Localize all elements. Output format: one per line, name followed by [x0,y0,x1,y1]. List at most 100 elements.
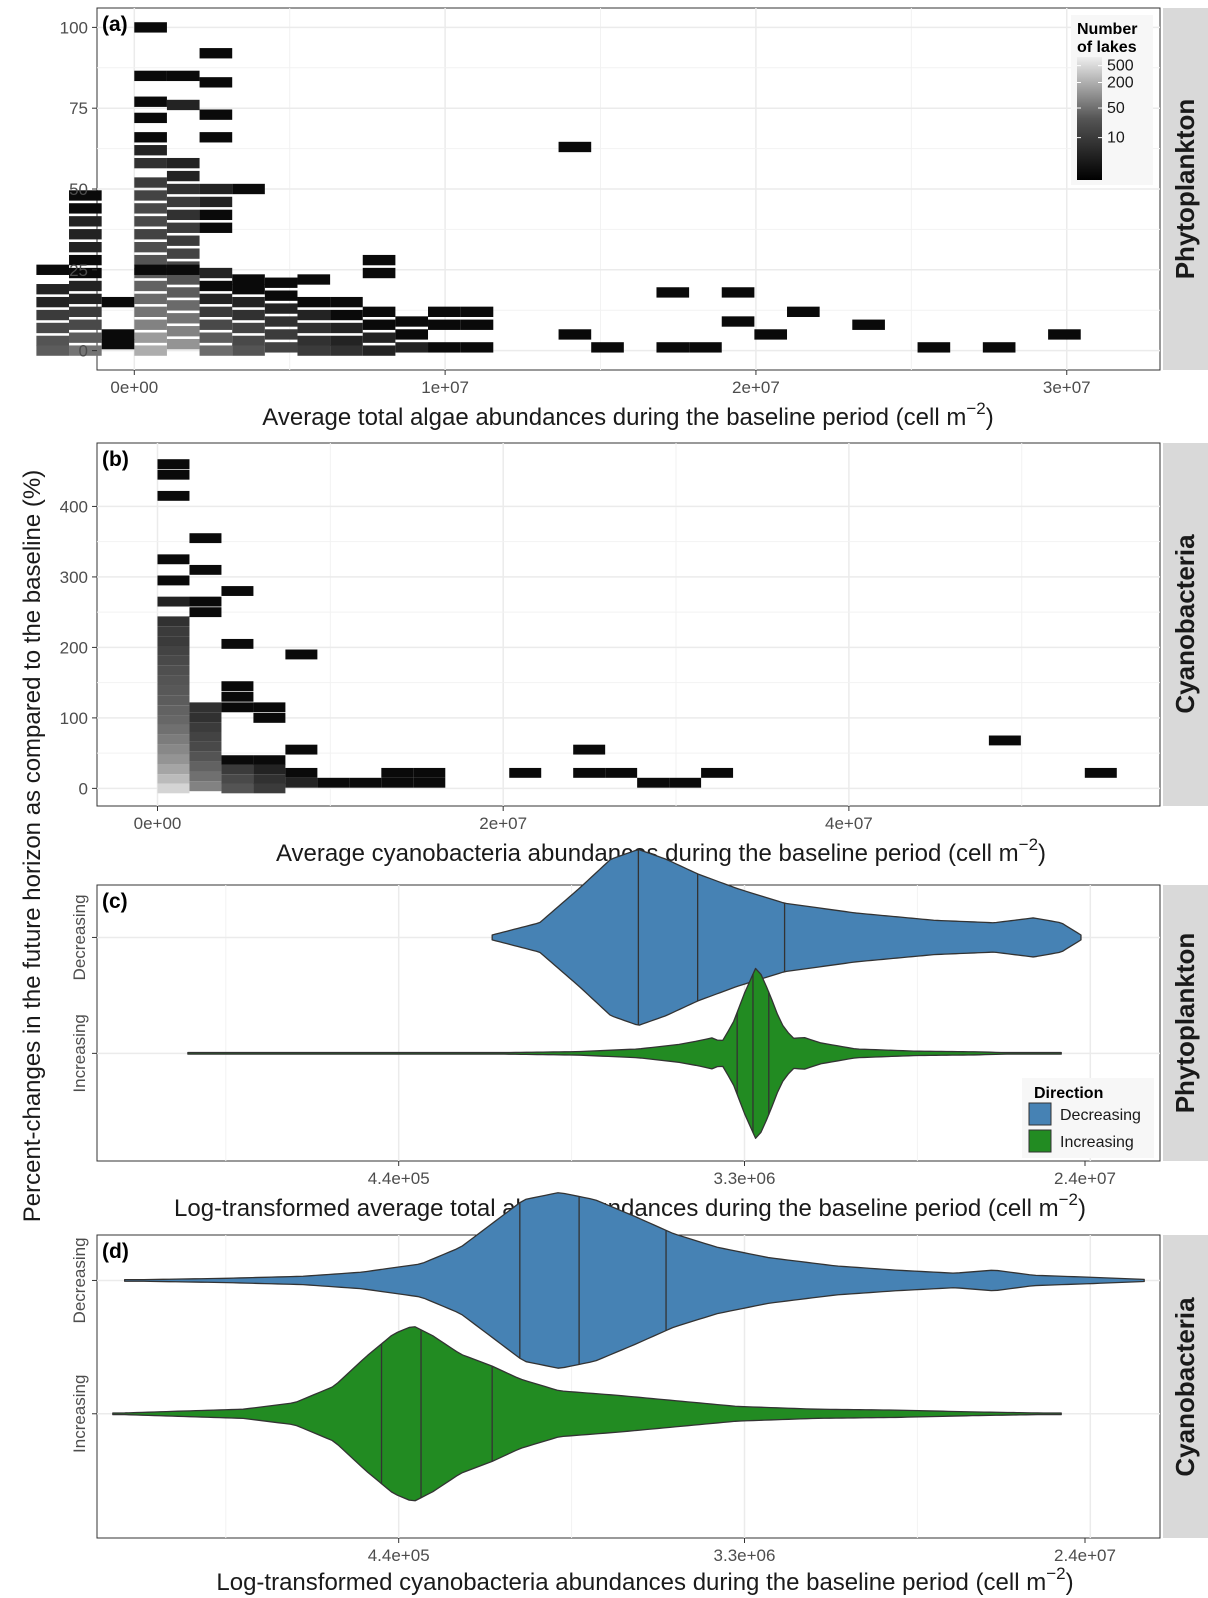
heatmap-cell [330,309,363,321]
heatmap-cell [166,183,200,195]
heatmap-cell [221,774,254,785]
heatmap-cell [134,293,167,305]
heatmap-cell [221,638,254,649]
heatmap-cell [1084,767,1117,778]
heatmap-cell [166,235,200,246]
heatmap-cell [982,342,1016,353]
x-tick-label: 4.4e+05 [368,1169,430,1188]
heatmap-cell [134,22,167,33]
x-tick-label: 3.3e+06 [714,1546,776,1565]
heatmap-cell [189,741,222,752]
heatmap-cell [558,141,592,153]
legend-break-label: 200 [1107,75,1134,92]
heatmap-cell [134,157,167,169]
heatmap-cell [69,216,102,227]
panel-b-background [96,442,1161,807]
heatmap-cell [189,564,222,575]
heatmap-cell [232,335,265,347]
heatmap-cell [221,586,254,596]
heatmap-cell [134,306,167,317]
legend-key-increasing [1028,1129,1052,1153]
heatmap-cell [157,675,190,686]
y-axis-label: Percent-changes in the future horizon as… [19,470,46,1222]
heatmap-cell [166,196,200,208]
heatmap-cell [134,254,167,266]
y-tick-label: 400 [60,497,88,516]
violin-decreasing [491,849,1082,1026]
heatmap-cell [134,242,167,253]
heatmap-cell [656,342,690,353]
y-tick-label: 25 [69,261,88,280]
x-tick-label: 3.3e+06 [714,1169,776,1188]
heatmap-cell [166,70,200,82]
heatmap-cell [428,342,461,353]
heatmap-cell [69,345,102,356]
heatmap-cell [199,267,233,279]
heatmap-cell [36,296,70,308]
heatmap-cell [264,342,298,353]
heatmap-cell [362,332,396,343]
heatmap-cell [221,755,254,766]
panel-c-label: (c) [102,890,128,913]
heatmap-cell [157,490,190,501]
heatmap-cell [573,767,606,778]
legend-title-line1: Number [1077,21,1137,38]
heatmap-cell [605,767,638,778]
heatmap-cell [852,319,885,330]
heatmap-cell [362,345,396,356]
heatmap-cell [253,712,286,723]
heatmap-cell [232,309,265,321]
y-tick-label-decreasing: Decreasing [70,1237,89,1323]
heatmap-cell [189,533,222,544]
heatmap-cell [330,296,363,308]
heatmap-cell [330,345,363,356]
heatmap-cell [101,329,135,340]
heatmap-cell [362,267,396,279]
y-tick-label: 0 [79,342,88,361]
heatmap-cell [199,77,233,88]
heatmap-cell [362,254,396,266]
heatmap-cell [36,345,70,356]
heatmap-cell [157,744,190,755]
heatmap-cell [189,607,222,618]
heatmap-cell [134,264,167,275]
heatmap-cell [460,319,494,330]
heatmap-cell [157,596,190,607]
heatmap-cell [157,695,190,706]
y-tick-label: 200 [60,638,88,657]
panel-b-label: (b) [102,448,129,471]
heatmap-cell [69,306,102,317]
heatmap-cell [157,636,190,646]
heatmap-cell [134,280,167,292]
heatmap-cell [253,702,286,713]
panel-c-strip [1163,885,1208,1161]
heatmap-cell [157,754,190,765]
heatmap-cell [134,229,167,240]
heatmap-cell [199,132,233,143]
direction-legend-title: Direction [1034,1085,1103,1102]
panel-d-x-axis-label: Log-transformed cyanobacteria abundances… [216,1564,1073,1596]
heatmap-cell [232,274,265,285]
heatmap-cell [221,764,254,775]
panel-a-x-axis-label: Average total algae abundances during th… [262,399,993,431]
heatmap-cell [349,777,382,788]
heatmap-cell [460,342,494,353]
heatmap-cell [297,274,331,285]
heatmap-cell [221,681,254,692]
heatmap-cell [157,655,190,666]
legend-key-decreasing [1028,1102,1052,1126]
heatmap-cell [101,296,135,308]
heatmap-cell [69,229,102,240]
heatmap-cell [166,326,200,337]
heatmap-cell [189,731,222,742]
heatmap-cell [199,109,233,120]
violin-increasing [112,1326,1062,1502]
heatmap-cell [199,209,233,221]
y-tick-label: 300 [60,568,88,587]
heatmap-cell [69,267,102,279]
heatmap-cell [297,309,331,321]
heatmap-cell [166,157,200,169]
heatmap-cell [157,459,190,470]
